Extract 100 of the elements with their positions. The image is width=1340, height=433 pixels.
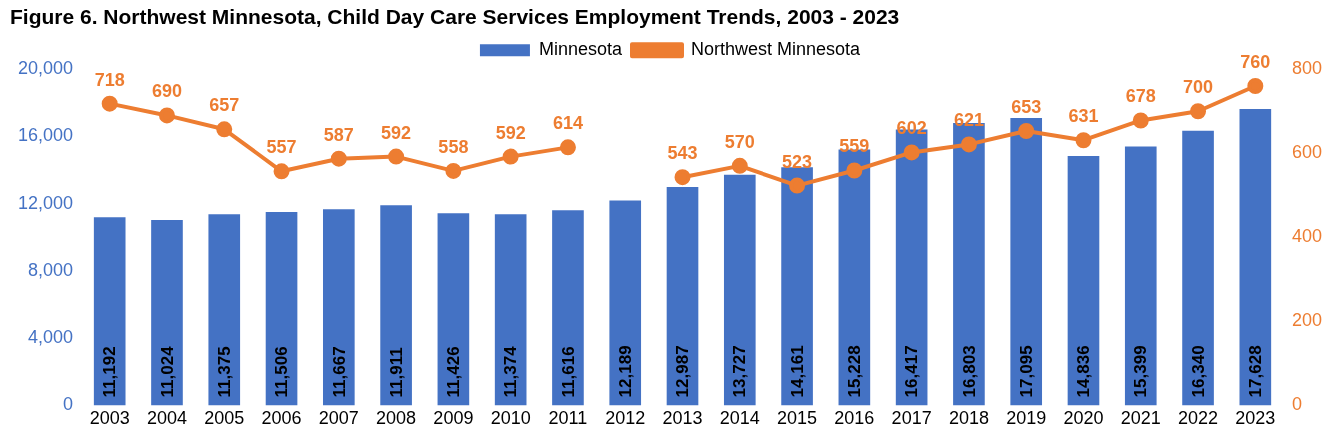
point	[846, 162, 863, 179]
point	[330, 150, 347, 167]
y-tick-label: 12,000	[17, 192, 74, 213]
point	[731, 157, 748, 174]
point	[1075, 132, 1092, 149]
bar	[437, 213, 470, 406]
y2-tick-label: 200	[1291, 310, 1323, 331]
x-tick-label: 2008	[376, 408, 417, 429]
data-label: 614	[552, 113, 583, 134]
x-tick-label: 2009	[433, 408, 474, 429]
data-label: 15,228	[845, 345, 865, 398]
data-label: 11,024	[157, 345, 177, 398]
data-label: 543	[667, 143, 698, 164]
data-label: 631	[1068, 106, 1099, 127]
bar	[323, 209, 355, 406]
data-label: 16,417	[902, 345, 922, 398]
point	[216, 121, 233, 138]
point	[1247, 78, 1264, 95]
data-label: 14,161	[787, 345, 807, 398]
data-label: 17,628	[1246, 345, 1266, 398]
data-label: 700	[1183, 77, 1214, 98]
data-label: 653	[1011, 96, 1042, 117]
bar	[1182, 130, 1214, 406]
bar	[1067, 156, 1100, 406]
bar	[723, 174, 756, 406]
data-label: 17,095	[1016, 345, 1036, 398]
bar	[609, 200, 642, 406]
y-tick-label: 16,000	[17, 125, 74, 146]
x-tick-label: 2004	[146, 408, 187, 429]
y2-tick-label: 400	[1291, 226, 1323, 247]
bar	[781, 167, 813, 406]
y2-tick-label: 0	[1291, 394, 1302, 415]
data-label: 657	[209, 95, 240, 116]
x-tick-label: 2013	[662, 408, 703, 429]
x-tick-label: 2010	[490, 408, 531, 429]
x-tick-label: 2023	[1235, 408, 1276, 429]
point	[1132, 112, 1149, 129]
data-label: 16,340	[1188, 345, 1208, 398]
x-tick-label: 2003	[89, 408, 130, 429]
x-tick-label: 2017	[891, 408, 932, 429]
bar	[380, 205, 412, 406]
x-tick-label: 2019	[1006, 408, 1047, 429]
x-tick-label: 2018	[948, 408, 989, 429]
data-label: 11,506	[272, 346, 292, 398]
y-tick-label: 8,000	[28, 259, 74, 280]
bar	[494, 214, 527, 406]
x-tick-label: 2015	[777, 408, 818, 429]
data-label: 557	[266, 137, 297, 158]
point	[158, 107, 175, 124]
data-label: 678	[1125, 86, 1156, 107]
data-label: 718	[94, 69, 125, 90]
x-tick-label: 2014	[719, 408, 760, 429]
y2-tick-label: 800	[1291, 58, 1323, 79]
x-tick-label: 2012	[605, 408, 646, 429]
y-tick-label: 0	[63, 394, 74, 415]
data-label: 11,667	[329, 346, 349, 398]
chart-title: Figure 6. Northwest Minnesota, Child Day Care Services Employment Trends, 2003 - 2023	[10, 5, 900, 29]
data-label: 11,192	[100, 346, 120, 398]
point	[903, 144, 920, 161]
bar	[208, 214, 241, 406]
data-label: 14,836	[1074, 345, 1094, 398]
x-tick-label: 2005	[204, 408, 245, 429]
point	[502, 148, 519, 165]
point	[559, 139, 576, 156]
y2-tick-label: 600	[1291, 142, 1323, 163]
point	[273, 163, 290, 180]
data-label: 16,803	[959, 345, 979, 398]
data-label: 11,911	[386, 347, 406, 398]
data-label: 690	[151, 81, 182, 102]
x-tick-label: 2021	[1120, 408, 1161, 429]
data-label: 15,399	[1131, 345, 1151, 398]
point	[960, 136, 977, 153]
bar	[1239, 109, 1272, 406]
data-label: 11,374	[501, 345, 521, 398]
point	[101, 95, 118, 112]
data-label: 760	[1240, 51, 1271, 72]
y-tick-label: 4,000	[28, 327, 74, 348]
point	[674, 169, 691, 186]
data-label: 11,426	[444, 346, 464, 398]
x-tick-label: 2020	[1063, 408, 1104, 429]
data-label: 13,727	[730, 345, 750, 398]
legend-label: Minnesota	[538, 39, 623, 60]
data-label: 11,616	[558, 346, 578, 398]
y-tick-label: 20,000	[17, 58, 74, 79]
x-tick-label: 2006	[261, 408, 302, 429]
bar	[552, 210, 584, 406]
bar	[1124, 146, 1157, 406]
legend-label: Northwest Minnesota	[690, 39, 862, 60]
data-label: 12,987	[673, 345, 693, 398]
point	[1018, 122, 1035, 139]
x-tick-label: 2016	[834, 408, 875, 429]
point	[388, 148, 405, 165]
data-label: 587	[323, 124, 354, 145]
point	[789, 177, 806, 194]
data-label: 523	[782, 151, 813, 172]
point	[1190, 103, 1207, 120]
data-label: 11,375	[214, 346, 234, 398]
bar	[151, 220, 183, 406]
data-label: 558	[438, 136, 469, 157]
data-label: 592	[495, 122, 526, 143]
